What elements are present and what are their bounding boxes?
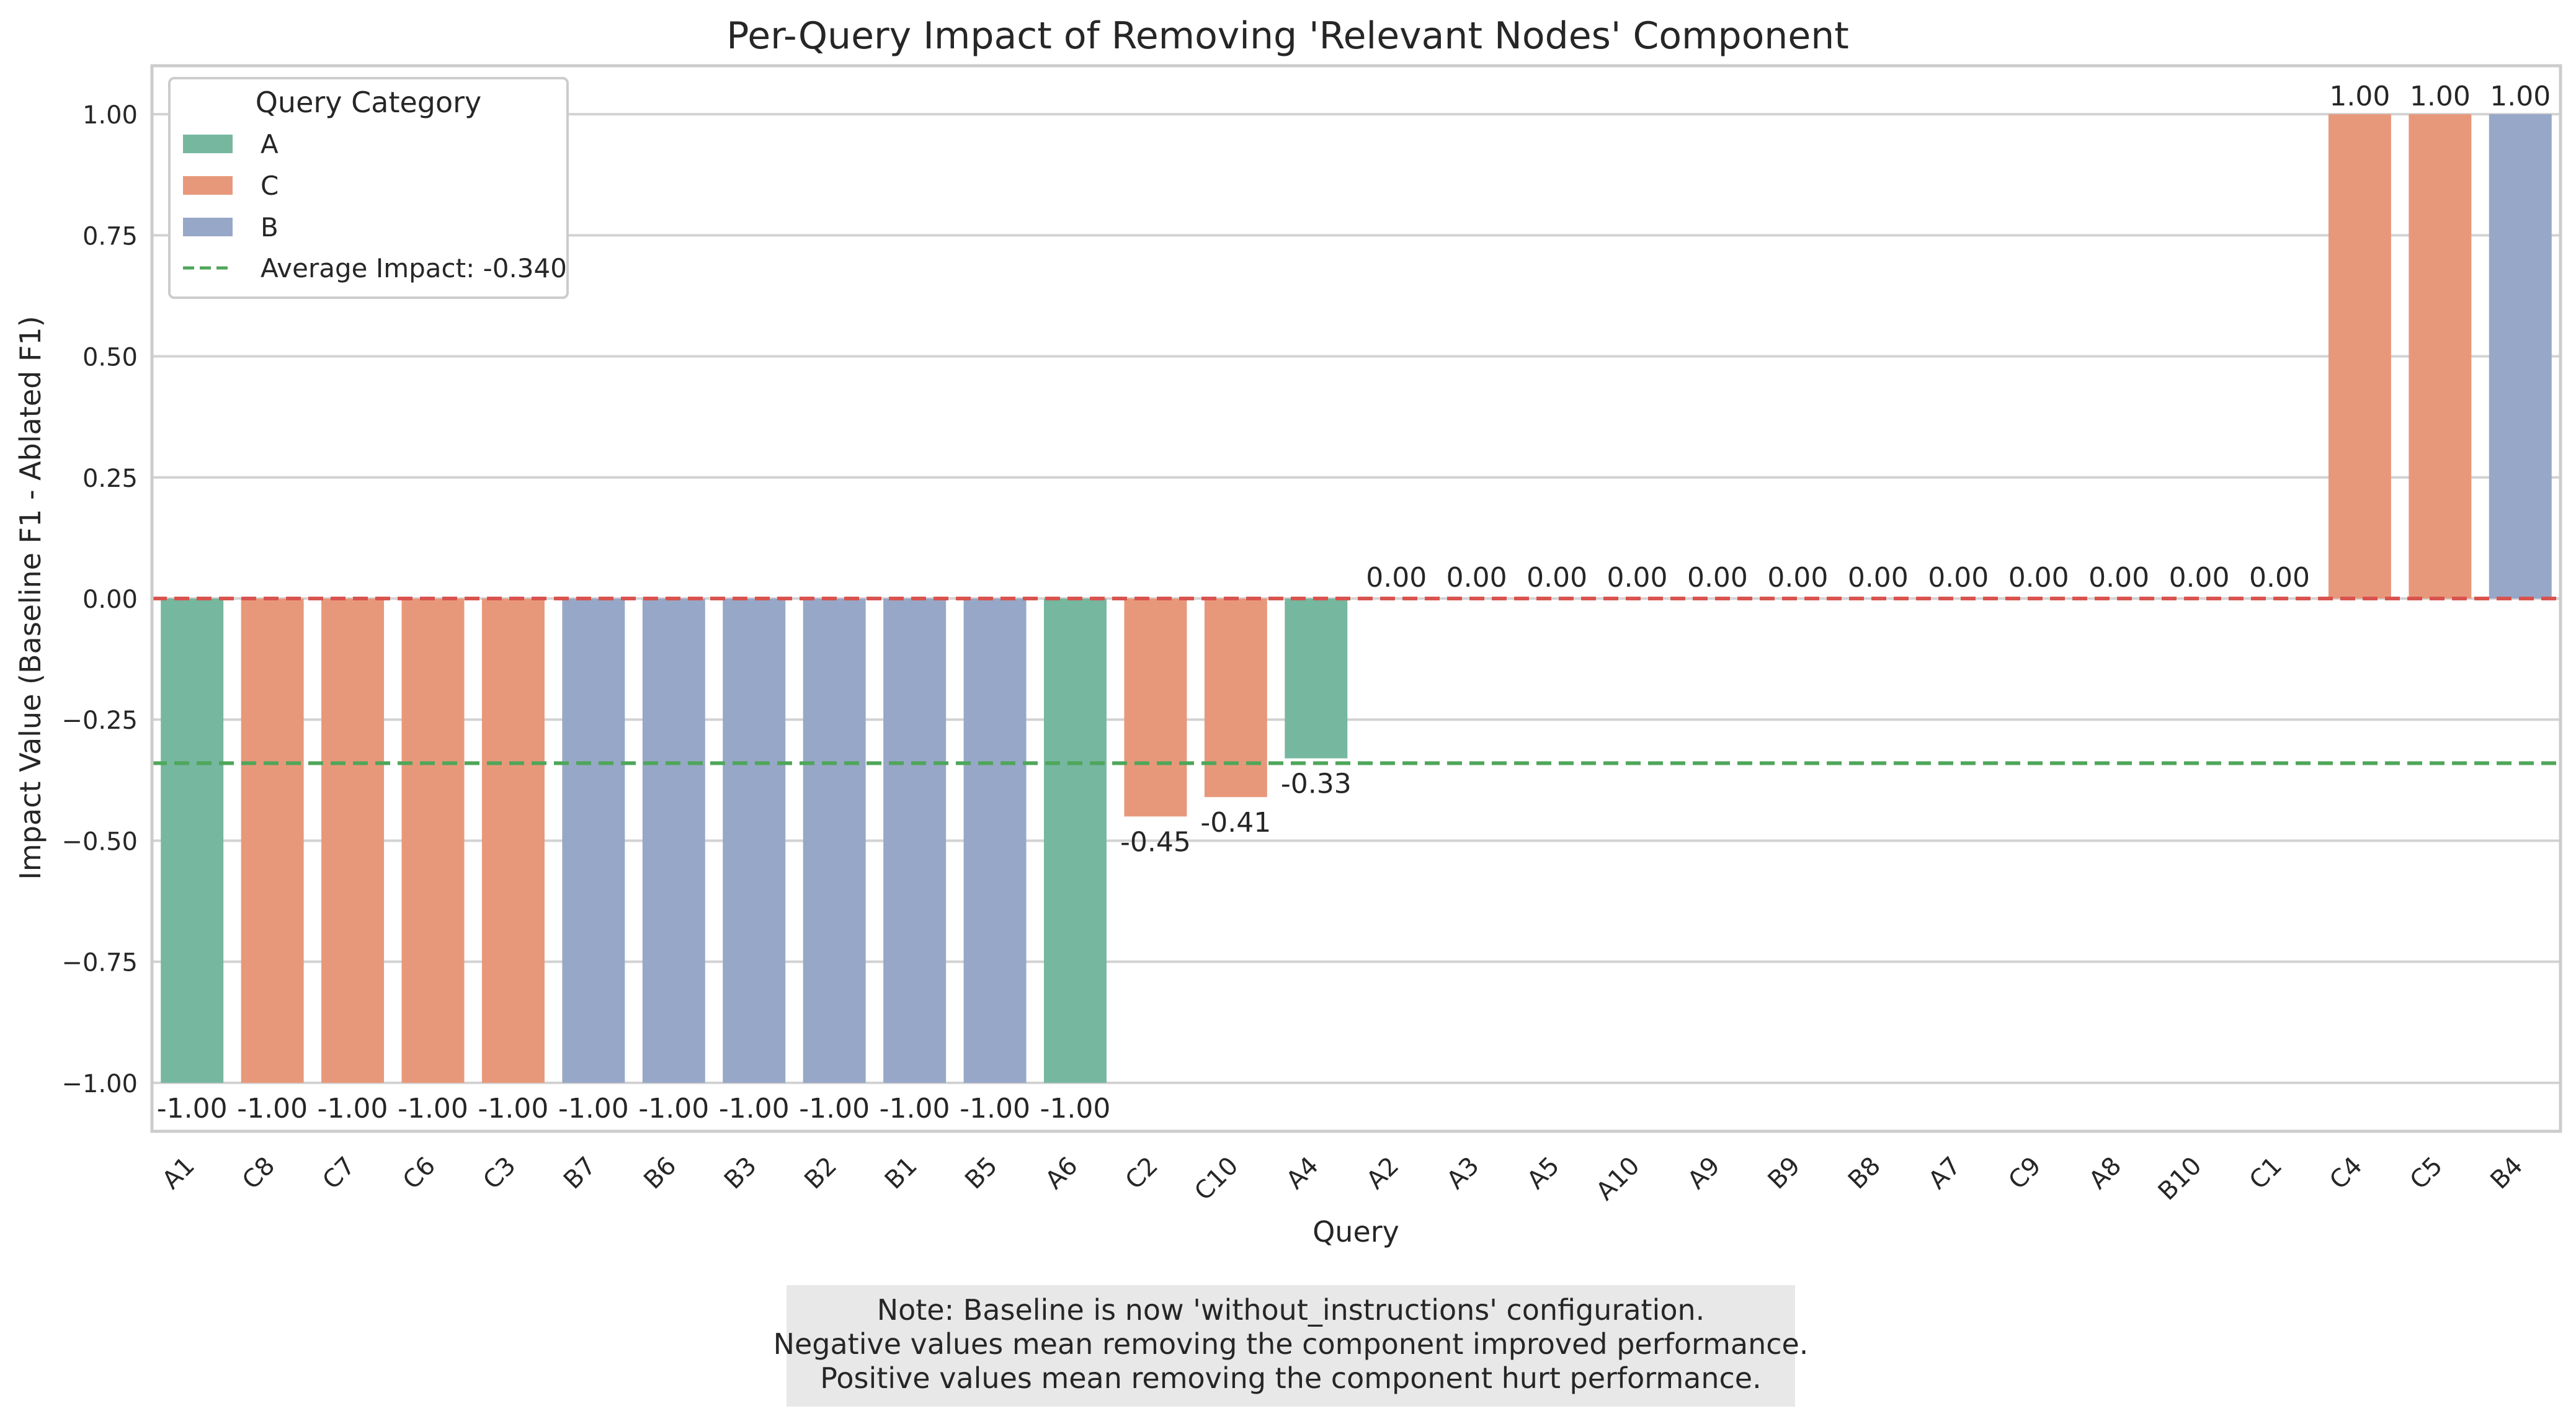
y-tick-label: 1.00 (82, 101, 138, 130)
bar-B3 (723, 599, 786, 1083)
bar-C8 (241, 599, 304, 1083)
bar-value-label: 0.00 (1446, 562, 1507, 594)
y-tick-label: 0.75 (82, 222, 138, 251)
note-box: Note: Baseline is now 'without_instructi… (773, 1285, 1809, 1407)
bar-value-label: -1.00 (880, 1093, 950, 1124)
bar-B4 (2489, 114, 2552, 599)
bar-C4 (2328, 114, 2391, 599)
y-tick-label: −0.50 (61, 827, 138, 856)
legend-label-A: A (261, 129, 279, 159)
legend-swatch-C (183, 176, 233, 195)
bar-value-label: -1.00 (558, 1093, 629, 1124)
bar-B2 (803, 599, 866, 1083)
bar-A6 (1044, 599, 1107, 1083)
plot-area-frame (150, 64, 2562, 1133)
bar-value-label: 0.00 (2249, 562, 2310, 594)
bar-value-label: 0.00 (1928, 562, 1989, 594)
bar-value-label: -0.33 (1281, 768, 1352, 800)
bar-B5 (963, 599, 1027, 1083)
bar-B6 (642, 599, 705, 1083)
y-tick-label: −1.00 (61, 1070, 138, 1098)
legend-swatch-B (183, 218, 233, 236)
bar-value-label: -1.00 (398, 1093, 468, 1124)
bar-value-label: -1.00 (960, 1093, 1030, 1124)
bar-value-label: 0.00 (1526, 562, 1587, 594)
bar-value-label: -1.00 (478, 1093, 549, 1124)
y-tick-label: 0.00 (82, 585, 138, 614)
bar-value-label: 1.00 (2490, 81, 2551, 112)
bar-C7 (321, 599, 385, 1083)
bar-A4 (1285, 599, 1348, 759)
bar-value-label: -0.41 (1200, 807, 1271, 839)
legend-average-label: Average Impact: -0.340 (261, 253, 567, 283)
y-tick-label: −0.75 (61, 949, 138, 977)
y-tick-label: 0.50 (82, 344, 138, 372)
bar-value-label: 0.00 (2169, 562, 2230, 594)
y-tick-label: −0.25 (61, 706, 138, 735)
legend-label-B: B (261, 212, 279, 243)
y-axis-label: Impact Value (Baseline F1 - Ablated F1) (14, 316, 47, 879)
y-tick-label: 0.25 (82, 465, 138, 493)
bar-value-label: 0.00 (2088, 562, 2149, 594)
legend-title: Query Category (256, 86, 482, 119)
bars (161, 114, 2552, 1083)
chart-title: Per-Query Impact of Removing 'Relevant N… (726, 14, 1849, 58)
bar-B1 (883, 599, 947, 1083)
bar-value-label: 0.00 (1848, 562, 1909, 594)
bar-A1 (161, 599, 224, 1083)
bar-value-label: -1.00 (157, 1093, 228, 1124)
bar-value-label: -1.00 (799, 1093, 870, 1124)
bar-C6 (401, 599, 465, 1083)
legend: Query Category ACB Average Impact: -0.34… (168, 77, 569, 299)
note-line-1: Note: Baseline is now 'without_instructi… (877, 1293, 1705, 1327)
bar-value-label: 0.00 (1366, 562, 1427, 594)
bar-value-label: 0.00 (2008, 562, 2069, 594)
bar-value-label: -1.00 (638, 1093, 709, 1124)
bar-value-label: 0.00 (1767, 562, 1828, 594)
bar-value-label: -1.00 (1040, 1093, 1111, 1124)
note-line-3: Positive values mean removing the compon… (820, 1361, 1761, 1395)
bar-value-label: 0.00 (1687, 562, 1748, 594)
bar-value-label: 1.00 (2329, 81, 2390, 112)
legend-entries: ACB (183, 129, 279, 243)
bar-B7 (562, 599, 625, 1083)
x-axis-label: Query (1313, 1215, 1399, 1249)
legend-box (168, 77, 569, 299)
note-line-2: Negative values mean removing the compon… (773, 1327, 1809, 1361)
bar-value-label: -1.00 (318, 1093, 388, 1124)
bar-C10 (1204, 599, 1267, 798)
bar-value-label: 1.00 (2410, 81, 2471, 112)
bar-value-label: -1.00 (237, 1093, 308, 1124)
bar-value-label: 0.00 (1607, 562, 1668, 594)
y-axis-ticks: 1.00 0.75 0.50 0.25 0.00 −0.25 −0.50 −0.75 −1.00 (61, 101, 138, 1098)
legend-swatch-A (183, 135, 233, 153)
bar-C2 (1124, 599, 1187, 817)
bar-C3 (481, 599, 545, 1083)
note-background (787, 1285, 1795, 1407)
bar-C5 (2409, 114, 2472, 599)
bar-value-label: -1.00 (719, 1093, 790, 1124)
bar-value-labels: -1.00 -1.00 -1.00 -1.00 -1.00 -1.00 -1.00 -1.00… (157, 81, 2551, 1124)
legend-label-C: C (261, 171, 279, 201)
bar-value-label: -0.45 (1120, 826, 1191, 858)
